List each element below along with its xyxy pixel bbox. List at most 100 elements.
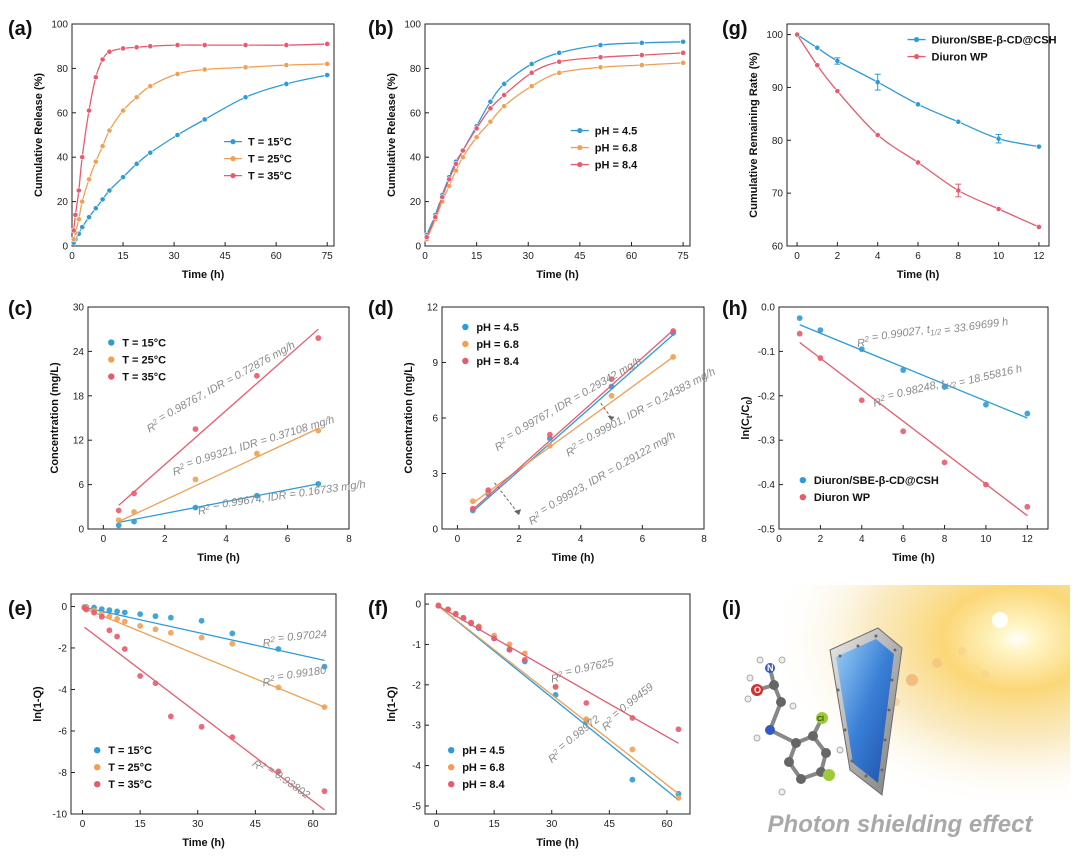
series-orange <box>115 427 322 524</box>
data-point <box>152 680 159 687</box>
svg-text:O: O <box>754 685 761 695</box>
y-tick-label: -0.4 <box>758 480 776 491</box>
x-tick-label: 45 <box>574 251 586 262</box>
data-point <box>858 346 865 353</box>
y-tick-label: 12 <box>73 436 85 447</box>
y-tick-label: -6 <box>58 726 67 737</box>
legend-marker <box>913 36 920 43</box>
legend-label: T = 15°C <box>122 338 166 350</box>
data-point <box>115 507 122 514</box>
data-point <box>167 629 174 636</box>
data-point <box>501 81 508 87</box>
data-point <box>583 716 590 723</box>
annotation: R2 = 0.97625 <box>549 656 616 685</box>
data-point <box>275 646 282 652</box>
y-tick-label: 20 <box>410 197 422 208</box>
data-point <box>92 74 99 81</box>
legend-marker <box>94 781 101 788</box>
y-tick-label: 90 <box>772 83 784 94</box>
x-tick-label: 6 <box>915 251 921 262</box>
data-point <box>475 624 482 631</box>
data-point <box>439 194 446 201</box>
data-point <box>321 663 328 670</box>
data-point <box>446 176 452 183</box>
legend: T = 15°C T = 25°C T = 35°C <box>223 137 292 183</box>
data-point <box>106 607 113 614</box>
data-point <box>86 176 92 183</box>
x-axis-label: Time (h) <box>536 269 579 281</box>
legend-marker <box>94 747 101 754</box>
data-point <box>192 426 199 432</box>
data-point <box>242 94 249 101</box>
y-tick-label: -5 <box>412 801 421 812</box>
plot-frame <box>424 593 691 815</box>
y-tick-label: 60 <box>410 108 422 119</box>
panel-label: (a) <box>8 18 32 40</box>
data-point <box>796 330 803 337</box>
y-tick-label: -4 <box>58 685 67 696</box>
data-point <box>583 700 590 706</box>
fit-line <box>84 607 325 708</box>
data-point <box>131 518 137 525</box>
molecule-atom-labels: N O Cl <box>754 663 824 723</box>
legend-marker <box>230 173 236 179</box>
data-point <box>115 522 122 529</box>
y-tick-label: 24 <box>73 347 85 358</box>
y-axis-label: Cumulative Release (%) <box>386 73 398 197</box>
data-point <box>528 61 535 67</box>
x-tick-label: 75 <box>678 251 690 262</box>
series-red <box>469 328 677 512</box>
x-tick-label: 6 <box>900 534 906 545</box>
data-point <box>75 187 82 194</box>
y-tick-label: 6 <box>78 480 84 491</box>
legend-label: T = 35°C <box>248 171 292 183</box>
legend-marker <box>108 373 115 380</box>
data-point <box>114 633 120 640</box>
data-point <box>546 442 553 449</box>
series-blue <box>115 480 322 529</box>
x-tick-label: 15 <box>471 251 483 262</box>
data-point <box>983 401 989 408</box>
data-point <box>106 48 113 55</box>
annotation: R2 = 0.99767, IDR = 0.29342 mg/h <box>491 355 646 454</box>
data-point <box>86 107 92 114</box>
y-tick-label: 6 <box>432 414 438 425</box>
data-point <box>675 794 682 801</box>
data-point <box>501 103 508 110</box>
caption-photon-shielding: Photon shielding effect <box>768 811 1034 838</box>
y-tick-label: 80 <box>772 136 784 147</box>
data-point <box>491 635 498 642</box>
data-point <box>174 132 181 138</box>
fit-line <box>472 356 674 504</box>
y-tick-label: 0 <box>61 602 67 613</box>
legend-label: Diuron WP <box>814 492 870 504</box>
chart-b: (b) 0 15 30 45 60 75 0 20 40 60 80 100 Time (h) Cumula… <box>368 18 691 281</box>
fit-line <box>438 605 679 801</box>
legend-label: T = 25°C <box>108 762 152 774</box>
legend-marker <box>448 781 455 788</box>
data-point <box>79 198 86 205</box>
data-point <box>114 616 120 622</box>
data-point <box>324 72 331 78</box>
legend-label: T = 25°C <box>248 154 292 166</box>
legend-label: pH = 4.5 <box>476 322 518 334</box>
data-point <box>469 498 476 505</box>
data-point <box>521 656 528 663</box>
data-point <box>106 627 113 634</box>
x-tick-label: 2 <box>162 534 168 545</box>
y-axis-label: ln(1-Q) <box>32 686 44 722</box>
data-point <box>131 509 137 515</box>
legend-marker <box>108 339 115 346</box>
series-red <box>435 602 682 744</box>
series-blue <box>423 38 687 238</box>
fit-line <box>118 427 319 523</box>
y-tick-label: -8 <box>58 768 67 779</box>
x-tick-label: 10 <box>980 534 992 545</box>
annotation: R2 = 0.99674, IDR = 0.16733 mg/h <box>197 478 367 517</box>
y-tick-label: 12 <box>427 303 439 314</box>
panel-label: (c) <box>8 298 32 320</box>
plot-frame <box>424 23 691 247</box>
data-point <box>638 39 645 46</box>
data-point <box>597 42 604 48</box>
series-line <box>796 34 1040 148</box>
